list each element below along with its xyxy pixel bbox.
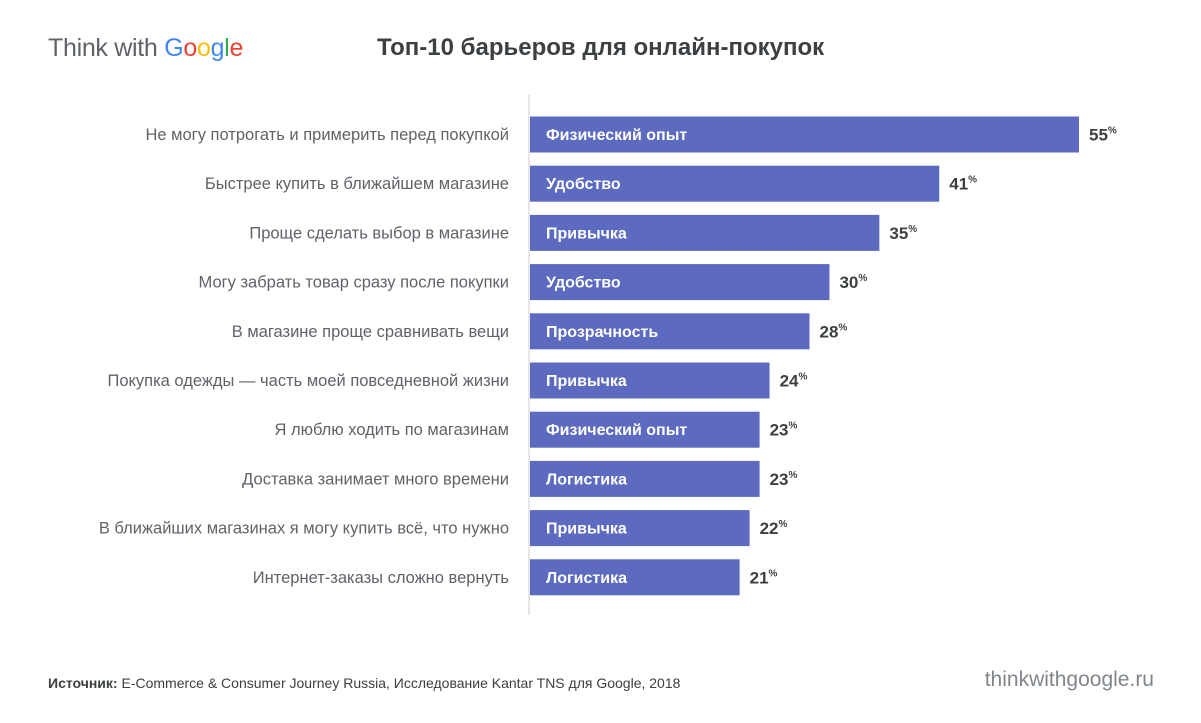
bar bbox=[530, 510, 750, 547]
value-label: 23% bbox=[770, 470, 798, 489]
value-label: 55% bbox=[1089, 126, 1117, 145]
bar bbox=[530, 313, 810, 350]
source-text: E-Commerce & Consumer Journey Russia, Ис… bbox=[117, 675, 681, 691]
bar-inner-label: Привычка bbox=[546, 225, 627, 242]
value-number: 24 bbox=[780, 372, 799, 391]
value-number: 22 bbox=[760, 519, 779, 538]
category-label: Интернет-заказы сложно вернуть bbox=[253, 569, 509, 587]
category-label: В ближайших магазинах я могу купить всё,… bbox=[99, 520, 509, 538]
chart-title: Топ-10 барьеров для онлайн-покупок bbox=[377, 34, 825, 61]
category-label: Доставка занимает много времени bbox=[242, 470, 509, 488]
bar-inner-label: Привычка bbox=[546, 521, 627, 538]
bar bbox=[530, 214, 880, 251]
bar-inner-label: Удобство bbox=[546, 176, 621, 193]
category-label: Быстрее купить в ближайшем магазине bbox=[205, 175, 509, 193]
value-label: 23% bbox=[770, 421, 798, 440]
bar-inner-label: Физический опыт bbox=[546, 127, 687, 144]
value-number: 30 bbox=[839, 273, 858, 292]
logo-letter: l bbox=[224, 34, 230, 62]
source-label: Источник: bbox=[48, 675, 118, 691]
logo-letter: e bbox=[229, 34, 244, 62]
bar-inner-label: Логистика bbox=[546, 570, 627, 587]
value-number: 28 bbox=[819, 322, 838, 341]
category-label: Покупка одежды — часть моей повседневной… bbox=[107, 372, 509, 390]
value-number: 35 bbox=[889, 224, 908, 243]
bar bbox=[530, 264, 830, 301]
value-suffix: % bbox=[769, 568, 778, 579]
value-label: 35% bbox=[889, 224, 917, 243]
category-label: В магазине проще сравнивать вещи bbox=[232, 323, 509, 341]
logo-google-word: Google bbox=[164, 34, 243, 62]
bar bbox=[530, 362, 770, 399]
value-suffix: % bbox=[1108, 126, 1117, 137]
value-number: 23 bbox=[770, 421, 789, 440]
value-suffix: % bbox=[789, 421, 798, 432]
value-suffix: % bbox=[798, 372, 807, 383]
logo-letter: g bbox=[210, 34, 225, 62]
bar bbox=[530, 165, 940, 202]
site-url: thinkwithgoogle.ru bbox=[984, 668, 1154, 691]
bar bbox=[530, 116, 1079, 153]
value-number: 55 bbox=[1089, 126, 1108, 145]
logo-letter: o bbox=[183, 34, 197, 62]
logo-letter: o bbox=[196, 34, 211, 62]
think-with-google-logo: Think with Google bbox=[48, 34, 243, 63]
category-label: Я люблю ходить по магазинам bbox=[274, 421, 509, 439]
value-label: 21% bbox=[750, 568, 778, 587]
value-suffix: % bbox=[779, 519, 788, 530]
logo-prefix: Think with bbox=[48, 34, 165, 62]
value-suffix: % bbox=[908, 224, 917, 235]
value-number: 41 bbox=[949, 175, 968, 194]
value-label: 24% bbox=[780, 372, 808, 391]
bar-inner-label: Физический опыт bbox=[546, 422, 687, 439]
value-number: 23 bbox=[770, 470, 789, 489]
source-note: Источник: E-Commerce & Consumer Journey … bbox=[48, 675, 680, 691]
bar bbox=[530, 460, 760, 497]
category-label: Проще сделать выбор в магазине bbox=[249, 224, 509, 242]
value-suffix: % bbox=[858, 273, 867, 284]
value-label: 28% bbox=[819, 322, 847, 341]
category-label: Могу забрать товар сразу после покупки bbox=[199, 274, 509, 292]
value-label: 30% bbox=[839, 273, 867, 292]
bar-inner-label: Логистика bbox=[546, 471, 627, 488]
value-suffix: % bbox=[789, 470, 798, 481]
value-label: 22% bbox=[760, 519, 788, 538]
value-suffix: % bbox=[838, 322, 847, 333]
value-label: 41% bbox=[949, 175, 977, 194]
bar-inner-label: Удобство bbox=[546, 275, 621, 292]
logo-letter: G bbox=[164, 34, 184, 62]
bar-inner-label: Привычка bbox=[546, 373, 627, 390]
value-number: 21 bbox=[750, 568, 769, 587]
category-label: Не могу потрогать и примерить перед поку… bbox=[145, 126, 509, 144]
value-suffix: % bbox=[968, 175, 977, 186]
bar bbox=[530, 411, 760, 448]
bar bbox=[530, 559, 740, 596]
bar-inner-label: Прозрачность bbox=[546, 324, 658, 341]
